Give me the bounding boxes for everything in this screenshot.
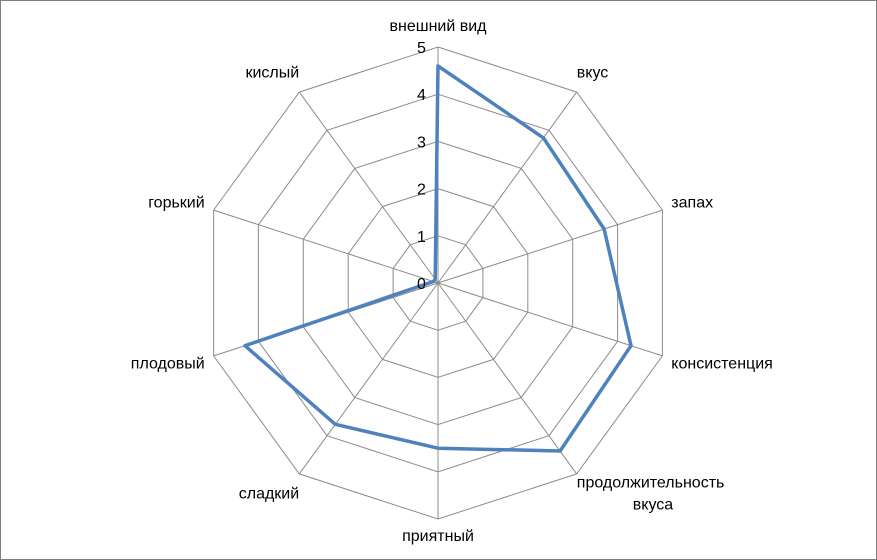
axis-label-5-line-0: приятный <box>402 528 474 545</box>
spoke-6 <box>298 282 439 475</box>
axis-label-8: горький <box>148 195 205 212</box>
series-line-0 <box>243 64 633 453</box>
axis-label-4-line-0: продолжительность <box>577 474 725 491</box>
spoke-9 <box>298 91 439 284</box>
axis-label-4: продолжительность вкуса <box>577 474 725 513</box>
radar-tick-labels: 0 1 2 3 4 5 <box>417 40 426 293</box>
tick-label-2: 2 <box>417 182 426 199</box>
tick-label-5: 5 <box>417 40 426 57</box>
tick-label-3: 3 <box>417 134 426 151</box>
tick-label-1: 1 <box>417 229 426 246</box>
axis-label-8-line-0: горький <box>148 195 205 212</box>
spoke-1 <box>437 91 578 284</box>
axis-label-7-line-0: плодовый <box>131 355 205 372</box>
axis-label-9: кислый <box>245 65 299 82</box>
spoke-8 <box>213 209 439 284</box>
axis-label-0: внешний вид <box>390 18 488 35</box>
axis-label-3-line-0: консистенция <box>671 355 773 372</box>
axis-label-4-line-1: вкуса <box>633 496 674 513</box>
spoke-2 <box>437 209 663 284</box>
tick-label-0: 0 <box>417 276 426 293</box>
spoke-3 <box>437 282 663 357</box>
axis-label-6-line-0: сладкий <box>239 485 299 502</box>
axis-label-9-line-0: кислый <box>245 65 299 82</box>
axis-label-7: плодовый <box>131 355 205 372</box>
axis-label-2: запах <box>671 195 713 212</box>
axis-label-0-line-0: внешний вид <box>390 18 488 35</box>
axis-label-1: вкус <box>577 65 609 82</box>
tick-label-4: 4 <box>417 87 426 104</box>
axis-label-2-line-0: запах <box>671 195 713 212</box>
spoke-4 <box>437 282 578 475</box>
axis-label-1-line-0: вкус <box>577 65 609 82</box>
axis-label-3: консистенция <box>671 355 773 372</box>
axis-label-5: приятный <box>402 528 474 545</box>
radar-series <box>243 64 633 453</box>
radar-axis-labels: внешний вид вкус запах консистенция продолжи… <box>131 18 773 545</box>
axis-label-6: сладкий <box>239 485 299 502</box>
